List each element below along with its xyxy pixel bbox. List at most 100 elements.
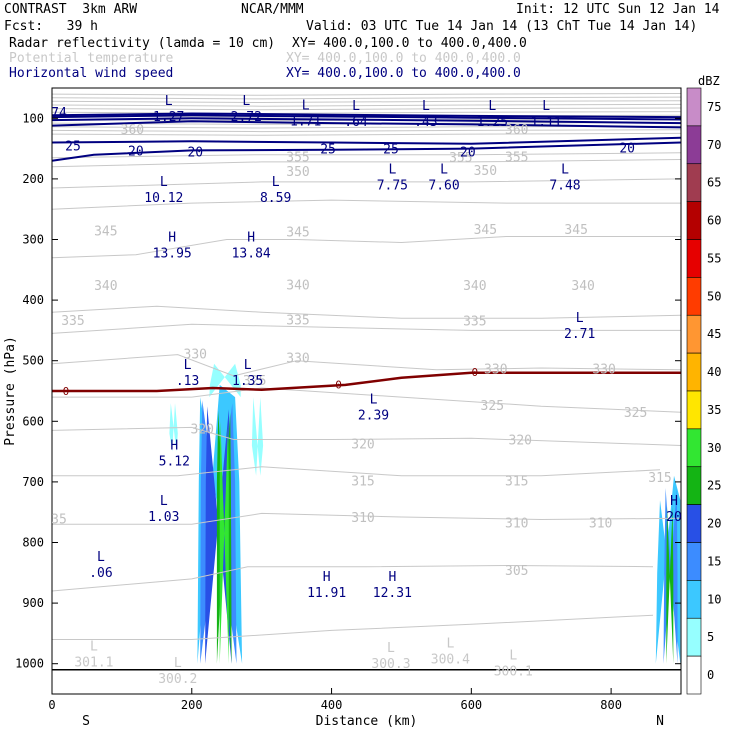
extremum-value-3: .64 (344, 115, 368, 130)
extremum-value-28: 300.1 (494, 665, 533, 680)
theta-contour-12 (51, 159, 682, 168)
extremum-value-5: 1.25 (477, 115, 508, 130)
theta-contour-upper-2 (51, 100, 682, 104)
extremum-value-18: 5.12 (159, 454, 190, 469)
theta-label-15: 335 (61, 314, 84, 329)
extremum-value-17: 2.39 (358, 408, 389, 423)
colorbar-label-30: 30 (707, 441, 721, 455)
extremum-L-marker-4: L (422, 99, 430, 114)
extremum-L-marker-19: L (160, 494, 168, 509)
colorbar-unit: dBZ (698, 74, 720, 88)
colorbar-swatch-7 (686, 390, 702, 430)
zero-isotherm-label-1: 0 (335, 379, 342, 392)
extremum-value-13: 13.84 (232, 247, 271, 262)
extremum-H-marker-12: H (168, 231, 176, 246)
colorbar-label-0: 0 (707, 668, 714, 682)
colorbar-swatch-6 (686, 428, 702, 468)
colorbar-swatch-1 (686, 617, 702, 657)
colorbar-label-50: 50 (707, 289, 721, 303)
extremum-L-marker-7: L (160, 175, 168, 190)
theta-contour-6 (52, 466, 661, 477)
extremum-L-marker-5: L (488, 99, 496, 114)
theta-label-24: 325 (624, 406, 647, 421)
colorbar-swatch-4 (686, 504, 702, 543)
theta-label-22: 325 (243, 374, 266, 389)
extremum-L-marker-24: L (90, 640, 98, 655)
org-label: NCAR/MMM (241, 2, 304, 17)
theta-label-29: 315 (505, 475, 528, 490)
wind-contour-3 (51, 117, 682, 125)
theta-label-18: 330 (184, 347, 207, 362)
theta-contour-upper-4 (51, 107, 682, 111)
wind-label-2: 20 (187, 146, 203, 161)
colorbar-swatch-0 (686, 655, 702, 695)
theta-label-20: 330 (484, 363, 507, 378)
extremum-value-25: 300.2 (158, 672, 197, 687)
x-tick-label-800: 800 (600, 698, 622, 712)
theta-label-12: 340 (286, 278, 309, 293)
y-axis-title: Pressure (hPa) (3, 336, 18, 446)
extremum-value-10: 7.60 (428, 179, 459, 194)
extremum-value-26: 300.3 (371, 657, 410, 672)
x-tick-label-400: 400 (321, 698, 343, 712)
theta-label-13: 340 (463, 279, 486, 294)
colorbar-label-35: 35 (707, 403, 721, 417)
y-tick-label-400: 400 (22, 293, 44, 307)
refl-shade-30dbz (219, 421, 229, 664)
theta-label-21: 330 (592, 363, 615, 378)
theta-label-31: 310 (351, 511, 374, 526)
theta-label-2: 355 (286, 150, 309, 165)
colorbar-label-45: 45 (707, 327, 721, 341)
zero-isotherm-label-0: 0 (63, 385, 70, 398)
colorbar-swatch-3 (686, 542, 702, 581)
field-reflectivity-label: Radar reflectivity (lamda = 10 cm) (9, 36, 276, 51)
theta-label-9: 345 (474, 223, 497, 238)
extremum-value-16: 1.35 (232, 374, 263, 389)
extremum-value-24: 301.1 (74, 656, 113, 671)
refl-shade-5dbz-top (209, 363, 241, 398)
x-tick-label-200: 200 (181, 698, 203, 712)
field-theta-label: Potential temperature (9, 51, 174, 66)
y-tick-label-700: 700 (22, 475, 44, 489)
extremum-L-marker-11: L (561, 163, 569, 178)
zero-isotherm-label-2: 0 (472, 366, 479, 379)
x-axis-title: Distance (km) (316, 714, 418, 729)
wind-label-1: 20 (128, 144, 144, 159)
wind-contour-4 (51, 114, 682, 121)
extremum-L-marker-27: L (446, 637, 454, 652)
init-time: Init: 12 UTC Sun 12 Jan 14 (516, 2, 720, 17)
extremum-L-marker-8: L (272, 175, 280, 190)
model-title: CONTRAST 3km ARW (4, 2, 138, 17)
colorbar-swatch-2 (686, 580, 702, 619)
theta-label-25: 320 (191, 423, 214, 438)
extremum-L-marker-20: L (97, 550, 105, 565)
colorbar-label-55: 55 (707, 251, 721, 265)
y-tick-label-600: 600 (22, 414, 44, 428)
y-tick-label-500: 500 (22, 354, 44, 368)
colorbar-swatch-11 (686, 239, 702, 278)
theta-label-19: 330 (286, 352, 309, 367)
theta-label-6: 360 (505, 123, 528, 138)
theta-contour-10 (51, 199, 681, 210)
y-tick-label-300: 300 (22, 233, 44, 247)
extremum-L-marker-1: L (242, 94, 250, 109)
theta-contour-upper-5 (51, 111, 682, 115)
theta-contour-2 (51, 323, 681, 334)
colorbar-label-20: 20 (707, 517, 721, 531)
y-tick-label-900: 900 (22, 596, 44, 610)
theta-contour-1 (51, 305, 682, 319)
theta-label-17: 335 (463, 315, 486, 330)
zero-isotherm (52, 371, 681, 393)
field-reflectivity-xy: XY= 400.0,100.0 to 400.0,400.0 (292, 36, 527, 51)
theta-contour-11 (51, 178, 682, 189)
forecast-hour: Fcst: 39 h (4, 19, 98, 34)
wind-label-7: 74 (51, 106, 67, 121)
theta-label-1: 350 (474, 164, 497, 179)
theta-label-16: 335 (286, 313, 309, 328)
colorbar-label-5: 5 (707, 630, 714, 644)
theta-contour-0 (51, 236, 681, 259)
colorbar-label-60: 60 (707, 214, 721, 228)
colorbar-swatch-5 (686, 466, 702, 505)
y-tick-label-200: 200 (22, 172, 44, 186)
